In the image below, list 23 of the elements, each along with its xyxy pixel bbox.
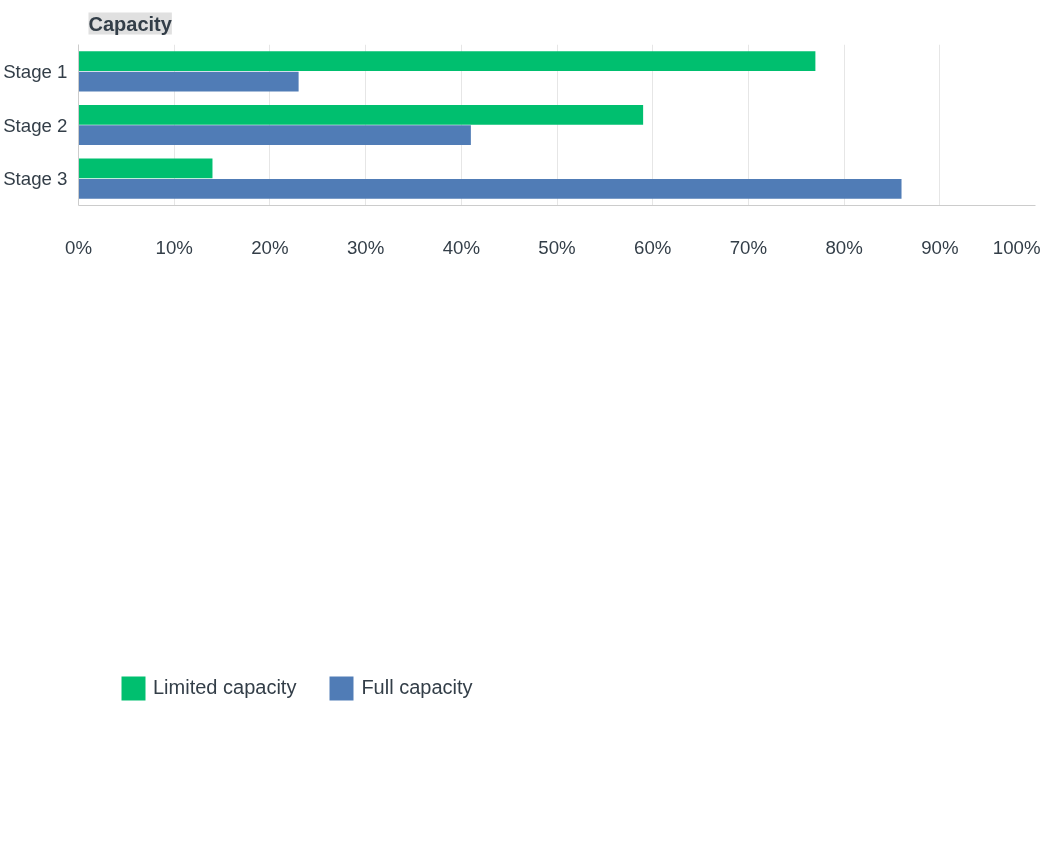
x-tick-label: 40% bbox=[442, 236, 480, 258]
x-tick-label: 90% bbox=[921, 236, 959, 258]
y-tick-label: Stage 2 bbox=[3, 114, 68, 136]
bar bbox=[78, 178, 902, 199]
x-tick-label: 30% bbox=[346, 236, 385, 258]
legend-label: Full capacity bbox=[361, 676, 473, 699]
bar bbox=[78, 71, 299, 92]
x-tick-label: 70% bbox=[729, 236, 768, 258]
x-tick-label: 80% bbox=[825, 236, 863, 258]
x-tick-label: 0% bbox=[65, 236, 92, 258]
x-tick-label: 60% bbox=[634, 236, 672, 258]
legend-label: Limited capacity bbox=[153, 676, 297, 699]
x-tick-label: 100% bbox=[992, 236, 1041, 258]
x-tick-label: 10% bbox=[155, 236, 193, 258]
bar bbox=[78, 125, 471, 146]
chart-title: Capacity bbox=[88, 12, 173, 35]
y-tick-label: Stage 3 bbox=[3, 168, 68, 190]
x-tick-label: 50% bbox=[538, 236, 576, 258]
x-tick-label: 20% bbox=[251, 236, 289, 258]
y-tick-label: Stage 1 bbox=[3, 60, 68, 82]
bar bbox=[78, 51, 816, 72]
bar bbox=[78, 104, 644, 125]
bar bbox=[78, 158, 213, 179]
